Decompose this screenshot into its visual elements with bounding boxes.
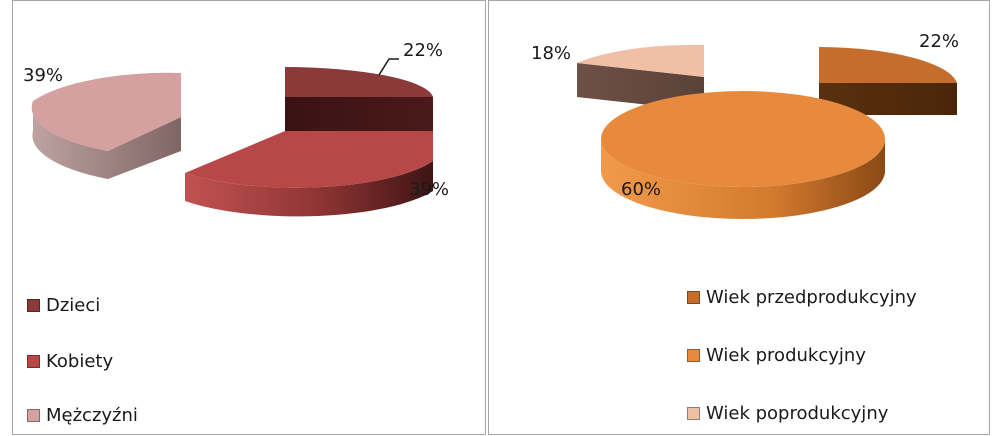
legend-item-mezczyzni: Mężczyźni (27, 405, 138, 426)
slice-mezczyzni-top (31, 72, 182, 151)
pie-chart-age: 22% 60% 18% (531, 31, 959, 219)
legend-label-dzieci: Dzieci (46, 295, 101, 316)
data-label-kobiety: 39% (409, 179, 449, 200)
legend-label-produkcyjny: Wiek produkcyjny (706, 345, 866, 366)
data-label-mezczyzni: 39% (23, 65, 63, 86)
legend-item-kobiety: Kobiety (27, 351, 113, 372)
legend-label-mezczyzni: Mężczyźni (46, 405, 138, 426)
slice-przedprodukcyjny-top (819, 47, 957, 83)
data-label-dzieci: 22% (403, 40, 443, 61)
slice-kobiety-side (185, 161, 433, 217)
pie-chart-gender: 22% 39% 39% (23, 40, 449, 217)
legend-label-poprodukcyjny: Wiek poprodukcyjny (706, 403, 889, 424)
slice-kobiety-top (185, 131, 433, 188)
slice-przedprodukcyjny-side (819, 83, 957, 115)
legend-item-dzieci: Dzieci (27, 295, 100, 316)
legend-item-przedprodukcyjny: Wiek przedprodukcyjny (687, 287, 917, 308)
legend-item-produkcyjny: Wiek produkcyjny (687, 345, 866, 366)
legend-swatch-przedprodukcyjny (687, 291, 700, 304)
slice-mezczyzni-side (31, 101, 181, 179)
data-label-przedprodukcyjny: 22% (919, 31, 959, 52)
data-label-produkcyjny: 60% (621, 179, 661, 200)
legend-swatch-mezczyzni (27, 409, 40, 422)
legend-item-poprodukcyjny: Wiek poprodukcyjny (687, 403, 888, 424)
slice-dzieci-side (285, 97, 433, 131)
slice-poprodukcyjny-top (577, 44, 704, 77)
legend-swatch-dzieci (27, 299, 40, 312)
chart-right-panel: 22% 60% 18% Wiek przedprodukcyjny Wiek p… (488, 0, 990, 435)
slice-produkcyjny-top (601, 91, 885, 187)
legend-label-przedprodukcyjny: Wiek przedprodukcyjny (706, 287, 917, 308)
data-label-poprodukcyjny: 18% (531, 43, 571, 64)
slice-dzieci-top (285, 67, 433, 97)
chart-left-panel: 22% 39% 39% Dzieci Kobiety Mężczyźni (12, 0, 486, 435)
legend-swatch-kobiety (27, 355, 40, 368)
slice-produkcyjny-side (601, 139, 885, 219)
legend-label-kobiety: Kobiety (46, 351, 114, 372)
legend-swatch-poprodukcyjny (687, 407, 700, 420)
leader-line-dzieci (378, 58, 399, 76)
legend-swatch-produkcyjny (687, 349, 700, 362)
